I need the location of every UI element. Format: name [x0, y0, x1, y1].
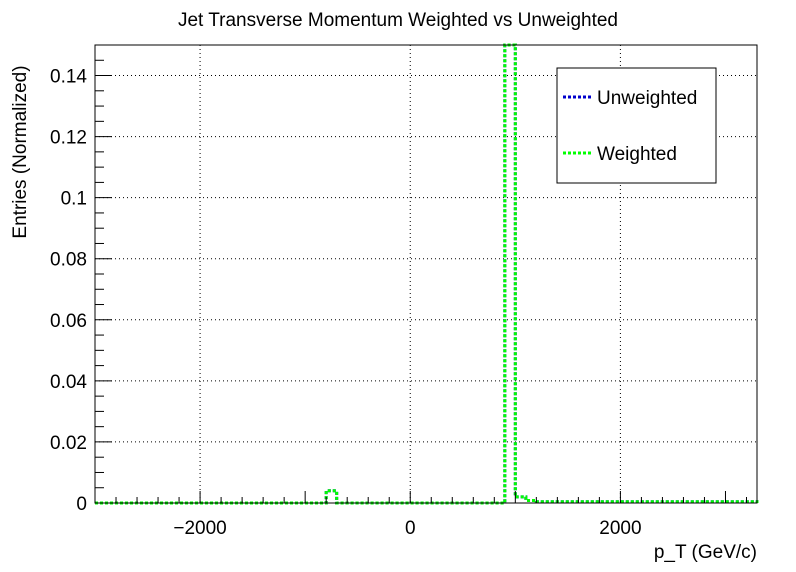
chart-title: Jet Transverse Momentum Weighted vs Unwe…	[178, 10, 618, 31]
y-tick-label: 0.12	[50, 128, 87, 149]
x-tick-label: 0	[405, 518, 416, 539]
y-tick-label: 0.14	[50, 67, 87, 88]
y-tick-label: 0.1	[61, 189, 87, 210]
legend-box	[556, 67, 717, 184]
y-tick-label: 0.02	[50, 433, 87, 454]
y-tick-label: 0	[76, 494, 87, 515]
y-tick-label: 0.08	[50, 250, 87, 271]
y-tick-label: 0.04	[50, 372, 87, 393]
y-tick-label: 0.06	[50, 311, 87, 332]
x-axis: −2000 0 2000	[94, 491, 747, 539]
x-tick-label: 2000	[599, 518, 641, 539]
legend: Unweighted Weighted	[556, 67, 717, 184]
legend-label-unweighted: Unweighted	[597, 88, 697, 109]
y-axis-label: Entries (Normalized)	[10, 65, 31, 238]
x-axis-label: p_T (GeV/c)	[654, 542, 757, 563]
legend-label-weighted: Weighted	[597, 144, 677, 165]
x-tick-label: −2000	[173, 518, 226, 539]
y-axis: 0 0.02 0.04 0.06 0.08 0.1 0.12 0.14	[50, 44, 112, 515]
